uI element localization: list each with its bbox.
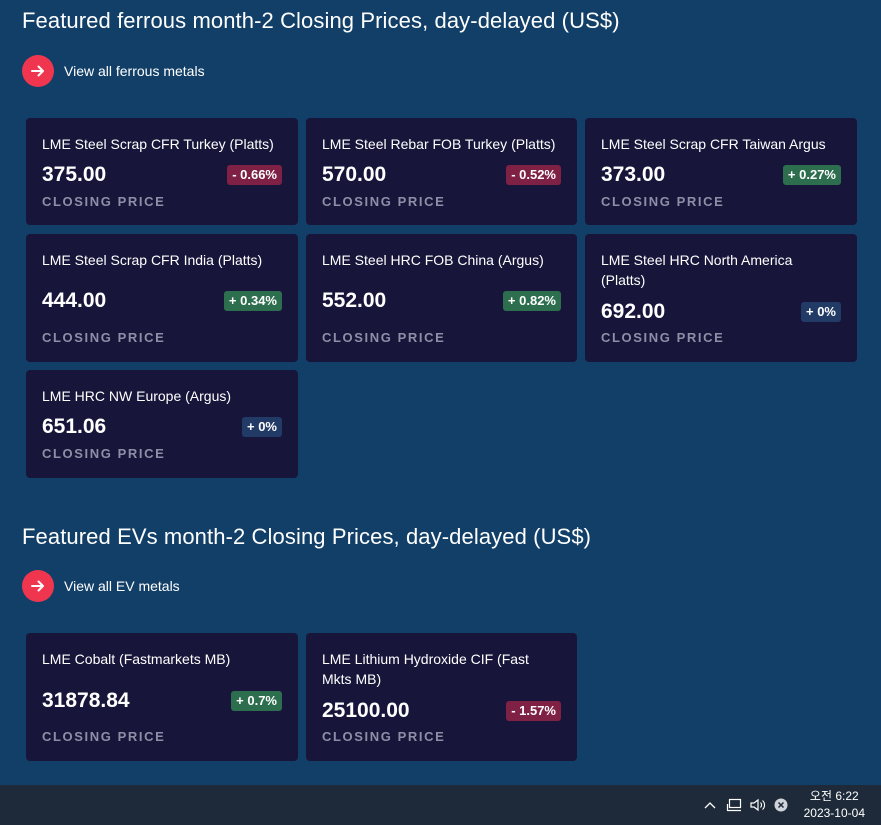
- view-all-ev-link[interactable]: View all EV metals: [22, 570, 180, 602]
- price-card[interactable]: LME Cobalt (Fastmarkets MB) 31878.84 + 0…: [26, 633, 298, 761]
- card-price: 373.00: [601, 163, 666, 186]
- closing-price-caption: CLOSING PRICE: [42, 729, 166, 744]
- view-all-ferrous-link[interactable]: View all ferrous metals: [22, 55, 205, 87]
- change-badge: + 0.7%: [231, 691, 282, 711]
- price-card[interactable]: LME Lithium Hydroxide CIF (Fast Mkts MB)…: [306, 633, 577, 761]
- closing-price-caption: CLOSING PRICE: [42, 446, 166, 461]
- price-card[interactable]: LME Steel Scrap CFR Taiwan Argus 373.00 …: [585, 118, 857, 225]
- card-price: 552.00: [322, 289, 387, 312]
- card-name: LME Steel HRC North America (Platts): [601, 252, 793, 288]
- close-circle-icon[interactable]: [771, 785, 791, 825]
- closing-price-caption: CLOSING PRICE: [322, 194, 446, 209]
- change-badge: + 0%: [801, 302, 841, 322]
- change-badge: + 0%: [242, 417, 282, 437]
- change-badge: - 0.66%: [227, 165, 282, 185]
- card-name: LME Steel Rebar FOB Turkey (Platts): [322, 136, 556, 152]
- arrow-right-icon: [22, 570, 54, 602]
- card-price: 31878.84: [42, 689, 130, 712]
- taskbar: 오전 6:22 2023-10-04: [0, 785, 881, 825]
- card-name: LME Cobalt (Fastmarkets MB): [42, 651, 231, 667]
- card-name: LME Steel Scrap CFR India (Platts): [42, 252, 263, 268]
- clock-date: 2023-10-04: [803, 806, 865, 820]
- card-price: 25100.00: [322, 699, 410, 722]
- card-price: 692.00: [601, 300, 666, 323]
- change-badge: - 1.57%: [506, 701, 561, 721]
- price-card[interactable]: LME Steel Scrap CFR Turkey (Platts) 375.…: [26, 118, 298, 225]
- volume-icon[interactable]: [747, 785, 769, 825]
- show-hidden-icons-chevron-up-icon[interactable]: [700, 785, 720, 825]
- arrow-right-icon: [22, 55, 54, 87]
- price-card[interactable]: LME Steel Scrap CFR India (Platts) 444.0…: [26, 234, 298, 362]
- change-badge: + 0.34%: [223, 291, 282, 311]
- card-name: LME Steel Scrap CFR Taiwan Argus: [601, 136, 826, 152]
- view-all-ev-label: View all EV metals: [64, 578, 180, 594]
- closing-price-caption: CLOSING PRICE: [601, 330, 725, 345]
- card-name: LME Lithium Hydroxide CIF (Fast Mkts MB): [322, 651, 529, 687]
- card-price: 570.00: [322, 163, 387, 186]
- closing-price-caption: CLOSING PRICE: [322, 729, 446, 744]
- system-clock[interactable]: 오전 6:22 2023-10-04: [804, 788, 865, 822]
- change-badge: + 0.27%: [782, 165, 841, 185]
- card-name: LME HRC NW Europe (Argus): [42, 388, 232, 404]
- closing-price-caption: CLOSING PRICE: [42, 194, 166, 209]
- closing-price-caption: CLOSING PRICE: [601, 194, 725, 209]
- price-card[interactable]: LME Steel Rebar FOB Turkey (Platts) 570.…: [306, 118, 577, 225]
- closing-price-caption: CLOSING PRICE: [42, 330, 166, 345]
- clock-time: 오전 6:22: [809, 789, 859, 803]
- price-card[interactable]: LME HRC NW Europe (Argus) 651.06 + 0% CL…: [26, 370, 298, 478]
- price-card[interactable]: LME Steel HRC FOB China (Argus) 552.00 +…: [306, 234, 577, 362]
- change-badge: + 0.82%: [502, 291, 561, 311]
- card-price: 375.00: [42, 163, 107, 186]
- ferrous-section-title: Featured ferrous month-2 Closing Prices,…: [22, 8, 620, 33]
- closing-price-caption: CLOSING PRICE: [322, 330, 446, 345]
- change-badge: - 0.52%: [506, 165, 561, 185]
- network-icon[interactable]: [723, 785, 745, 825]
- price-card[interactable]: LME Steel HRC North America (Platts) 692…: [585, 234, 857, 362]
- card-name: LME Steel HRC FOB China (Argus): [322, 252, 544, 268]
- card-price: 651.06: [42, 415, 107, 438]
- card-price: 444.00: [42, 289, 107, 312]
- ev-section-title: Featured EVs month-2 Closing Prices, day…: [22, 524, 592, 549]
- card-name: LME Steel Scrap CFR Turkey (Platts): [42, 136, 274, 152]
- view-all-ferrous-label: View all ferrous metals: [64, 63, 205, 79]
